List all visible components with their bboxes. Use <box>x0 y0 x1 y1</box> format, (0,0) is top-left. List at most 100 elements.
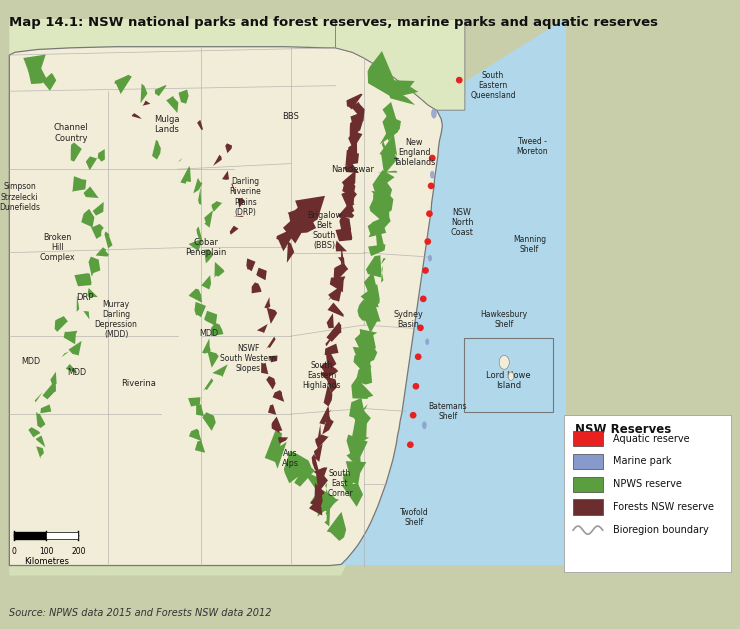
Polygon shape <box>197 120 203 130</box>
Polygon shape <box>88 288 98 297</box>
Polygon shape <box>349 437 369 448</box>
Polygon shape <box>341 189 357 209</box>
Polygon shape <box>202 338 211 353</box>
Polygon shape <box>352 415 367 440</box>
Polygon shape <box>337 206 354 218</box>
Polygon shape <box>166 96 178 113</box>
Polygon shape <box>189 289 202 303</box>
Polygon shape <box>10 552 352 576</box>
Polygon shape <box>50 372 57 384</box>
Polygon shape <box>204 249 214 264</box>
Polygon shape <box>89 257 101 277</box>
Text: Hawkesbury
Shelf: Hawkesbury Shelf <box>481 310 528 329</box>
Text: Marine park: Marine park <box>613 457 672 467</box>
Text: Batemans
Shelf: Batemans Shelf <box>428 402 467 421</box>
Polygon shape <box>189 240 203 251</box>
Polygon shape <box>368 51 398 96</box>
Text: Map 14.1: NSW national parks and forest reserves, marine parks and aquatic reser: Map 14.1: NSW national parks and forest … <box>9 16 658 29</box>
Text: Cobar
Peneplain: Cobar Peneplain <box>186 238 227 257</box>
Text: 100: 100 <box>39 547 53 555</box>
Polygon shape <box>345 150 359 165</box>
Polygon shape <box>326 332 336 347</box>
Polygon shape <box>188 398 201 406</box>
Polygon shape <box>326 321 341 342</box>
Polygon shape <box>84 311 90 320</box>
Ellipse shape <box>428 255 432 262</box>
Text: Brigalow
Belt
South
(BBS): Brigalow Belt South (BBS) <box>307 211 342 250</box>
Polygon shape <box>95 247 109 257</box>
Polygon shape <box>326 512 346 541</box>
Polygon shape <box>232 182 236 194</box>
Polygon shape <box>335 19 465 110</box>
Polygon shape <box>323 386 332 406</box>
Text: Forests NSW reserve: Forests NSW reserve <box>613 503 714 512</box>
Polygon shape <box>362 312 378 333</box>
Polygon shape <box>310 490 323 509</box>
Circle shape <box>410 412 417 418</box>
Polygon shape <box>313 467 327 479</box>
Text: Manning
Shelf: Manning Shelf <box>513 235 546 254</box>
Polygon shape <box>329 293 337 300</box>
Polygon shape <box>341 19 566 564</box>
Polygon shape <box>316 474 328 492</box>
Polygon shape <box>351 408 371 432</box>
Polygon shape <box>35 392 43 403</box>
Polygon shape <box>27 64 47 84</box>
Polygon shape <box>314 483 325 499</box>
Polygon shape <box>202 412 216 431</box>
Polygon shape <box>334 263 349 281</box>
Polygon shape <box>28 427 40 438</box>
Polygon shape <box>352 102 365 121</box>
Polygon shape <box>283 214 306 243</box>
Polygon shape <box>349 398 366 422</box>
Polygon shape <box>141 84 147 103</box>
Polygon shape <box>274 442 286 469</box>
Polygon shape <box>324 508 330 526</box>
Text: NPWS reserve: NPWS reserve <box>613 479 682 489</box>
Polygon shape <box>84 186 98 198</box>
Polygon shape <box>317 498 339 516</box>
Polygon shape <box>203 378 213 391</box>
Polygon shape <box>98 149 105 162</box>
Polygon shape <box>201 276 211 289</box>
Polygon shape <box>350 121 360 141</box>
Polygon shape <box>212 201 222 212</box>
Polygon shape <box>326 376 337 396</box>
Polygon shape <box>215 262 224 278</box>
Polygon shape <box>196 226 203 242</box>
Polygon shape <box>155 85 166 96</box>
Polygon shape <box>346 435 368 460</box>
Polygon shape <box>381 151 399 176</box>
Polygon shape <box>369 197 389 220</box>
Polygon shape <box>335 228 352 242</box>
Polygon shape <box>326 313 334 328</box>
Circle shape <box>417 325 424 331</box>
Polygon shape <box>295 463 314 487</box>
Polygon shape <box>368 245 386 256</box>
FancyBboxPatch shape <box>464 338 554 413</box>
Circle shape <box>422 267 429 274</box>
Polygon shape <box>272 416 283 433</box>
Polygon shape <box>288 203 316 233</box>
Text: NSW
North
Coast: NSW North Coast <box>451 208 474 237</box>
Polygon shape <box>375 225 384 251</box>
Polygon shape <box>340 216 352 237</box>
Polygon shape <box>86 157 97 170</box>
Polygon shape <box>36 412 45 428</box>
Polygon shape <box>322 415 334 435</box>
Text: Darling
Riverine
Plains
(DRP): Darling Riverine Plains (DRP) <box>229 177 261 216</box>
Polygon shape <box>390 91 415 105</box>
Polygon shape <box>360 329 377 342</box>
Polygon shape <box>335 240 347 252</box>
Polygon shape <box>342 469 361 487</box>
Polygon shape <box>383 115 401 141</box>
Polygon shape <box>278 437 288 443</box>
Text: MDD: MDD <box>21 357 40 365</box>
Polygon shape <box>371 191 394 215</box>
Polygon shape <box>268 404 276 415</box>
Polygon shape <box>310 487 337 512</box>
Polygon shape <box>352 378 374 399</box>
Text: BBS: BBS <box>282 112 299 121</box>
Polygon shape <box>256 268 266 281</box>
Polygon shape <box>346 461 366 481</box>
